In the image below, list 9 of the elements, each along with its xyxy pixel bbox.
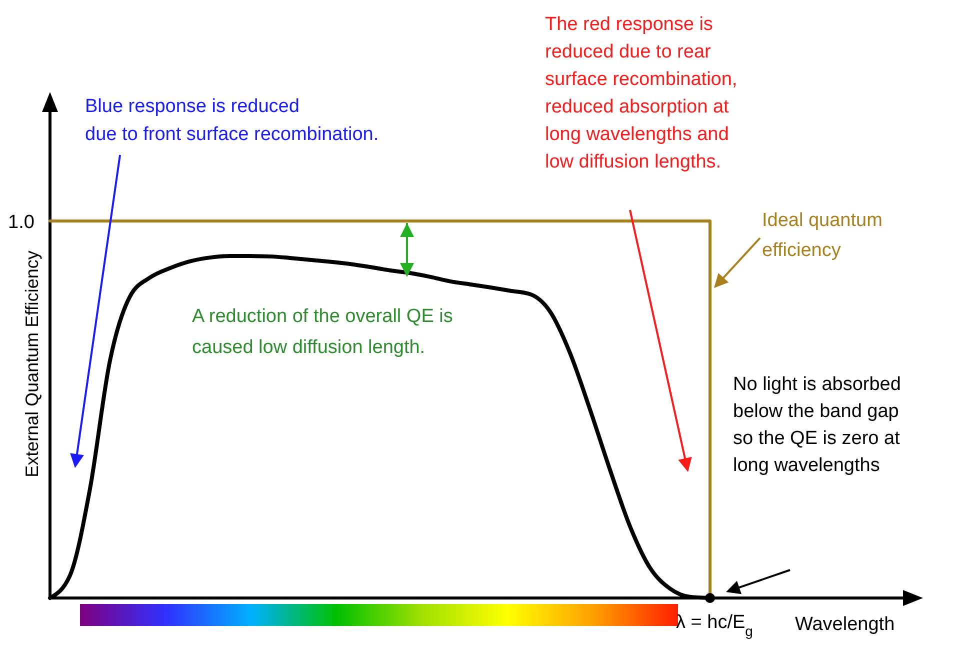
text: λ = hc/E$_{g}$ [676, 612, 753, 639]
text: No light is absorbed below the band gap so the QE is zero at long wavelengths [733, 374, 901, 476]
text: Ideal quantum efficiency [762, 210, 882, 261]
x-axis-title: Wavelength [795, 614, 895, 635]
text: The red response is reduced due to rear surface recombination, reduced absorption at long wavelengths and low diffusion lengths. [545, 14, 738, 172]
text: 1.0 [8, 212, 34, 233]
y-axis-title: External Quantum Efficiency [22, 250, 42, 478]
text: Blue response is reduced due to front surface recombination. [85, 96, 379, 145]
annotation: A reduction of the overall QE is caused low diffusion length. [192, 306, 453, 358]
